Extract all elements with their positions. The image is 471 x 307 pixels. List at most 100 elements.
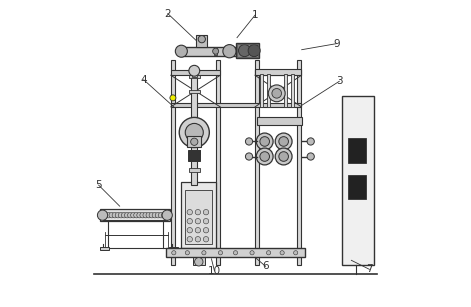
- Circle shape: [128, 212, 133, 218]
- Text: 6: 6: [262, 261, 269, 271]
- Circle shape: [189, 65, 200, 76]
- Bar: [171, 71, 220, 75]
- Circle shape: [137, 212, 142, 218]
- Bar: [214, 47, 218, 55]
- Bar: [171, 60, 175, 265]
- Circle shape: [100, 212, 105, 218]
- Circle shape: [203, 227, 209, 233]
- Bar: [255, 71, 301, 75]
- Bar: [189, 75, 200, 78]
- Circle shape: [185, 123, 203, 142]
- Bar: [236, 43, 259, 58]
- Circle shape: [268, 85, 285, 102]
- Circle shape: [162, 210, 172, 220]
- Bar: [193, 69, 197, 77]
- Circle shape: [152, 212, 158, 218]
- Bar: [189, 168, 200, 172]
- Bar: [189, 120, 200, 123]
- Circle shape: [118, 212, 124, 218]
- Circle shape: [134, 212, 139, 218]
- Circle shape: [172, 251, 176, 255]
- Text: 9: 9: [333, 39, 340, 49]
- Bar: [189, 90, 200, 93]
- Circle shape: [238, 45, 251, 56]
- Circle shape: [245, 138, 252, 145]
- Bar: [255, 69, 301, 75]
- Circle shape: [250, 251, 254, 255]
- Circle shape: [195, 236, 201, 242]
- Circle shape: [279, 137, 288, 146]
- Text: 4: 4: [140, 75, 147, 85]
- Circle shape: [162, 212, 167, 218]
- Circle shape: [187, 209, 193, 215]
- Circle shape: [198, 36, 205, 43]
- Circle shape: [256, 133, 273, 150]
- Circle shape: [124, 212, 130, 218]
- Circle shape: [195, 258, 203, 266]
- Circle shape: [191, 138, 198, 146]
- Circle shape: [280, 251, 284, 255]
- Circle shape: [260, 137, 269, 146]
- Circle shape: [143, 212, 148, 218]
- Circle shape: [248, 45, 260, 56]
- Circle shape: [202, 251, 206, 255]
- Bar: [260, 74, 262, 107]
- Text: 10: 10: [208, 266, 221, 276]
- Circle shape: [267, 251, 271, 255]
- Circle shape: [223, 45, 236, 58]
- Circle shape: [293, 251, 298, 255]
- Bar: [193, 248, 205, 265]
- Circle shape: [275, 133, 292, 150]
- Circle shape: [203, 236, 209, 242]
- Bar: [237, 44, 258, 57]
- Bar: [284, 74, 287, 107]
- Circle shape: [203, 219, 209, 224]
- Bar: [297, 60, 301, 265]
- Circle shape: [164, 212, 170, 218]
- Bar: [187, 136, 201, 147]
- Text: 5: 5: [95, 180, 102, 190]
- Circle shape: [170, 95, 176, 101]
- Circle shape: [260, 152, 269, 161]
- Bar: [291, 74, 294, 107]
- Bar: [191, 71, 197, 185]
- Bar: [166, 248, 305, 257]
- Circle shape: [195, 227, 201, 233]
- Circle shape: [140, 212, 145, 218]
- Circle shape: [195, 209, 201, 215]
- Text: 2: 2: [164, 9, 171, 19]
- Bar: [99, 209, 170, 221]
- Bar: [342, 96, 374, 265]
- Circle shape: [122, 212, 127, 218]
- Bar: [255, 60, 259, 265]
- Circle shape: [149, 212, 154, 218]
- Circle shape: [212, 48, 219, 54]
- Text: 3: 3: [336, 76, 342, 86]
- Text: 1: 1: [252, 10, 259, 20]
- Text: 7: 7: [366, 264, 373, 274]
- Circle shape: [187, 227, 193, 233]
- Bar: [267, 74, 270, 107]
- Circle shape: [307, 153, 314, 160]
- Bar: [257, 117, 302, 125]
- Circle shape: [155, 212, 161, 218]
- Bar: [185, 190, 212, 244]
- Bar: [181, 182, 216, 248]
- Circle shape: [187, 236, 193, 242]
- Circle shape: [103, 212, 108, 218]
- Bar: [169, 247, 178, 251]
- Circle shape: [185, 251, 189, 255]
- Circle shape: [245, 153, 252, 160]
- Bar: [99, 247, 108, 251]
- Circle shape: [256, 148, 273, 165]
- Circle shape: [275, 148, 292, 165]
- Circle shape: [109, 212, 114, 218]
- Circle shape: [203, 209, 209, 215]
- Circle shape: [106, 212, 111, 218]
- Circle shape: [158, 212, 164, 218]
- Circle shape: [115, 212, 121, 218]
- Circle shape: [219, 251, 223, 255]
- Circle shape: [195, 219, 201, 224]
- Bar: [216, 60, 220, 265]
- Circle shape: [97, 210, 108, 220]
